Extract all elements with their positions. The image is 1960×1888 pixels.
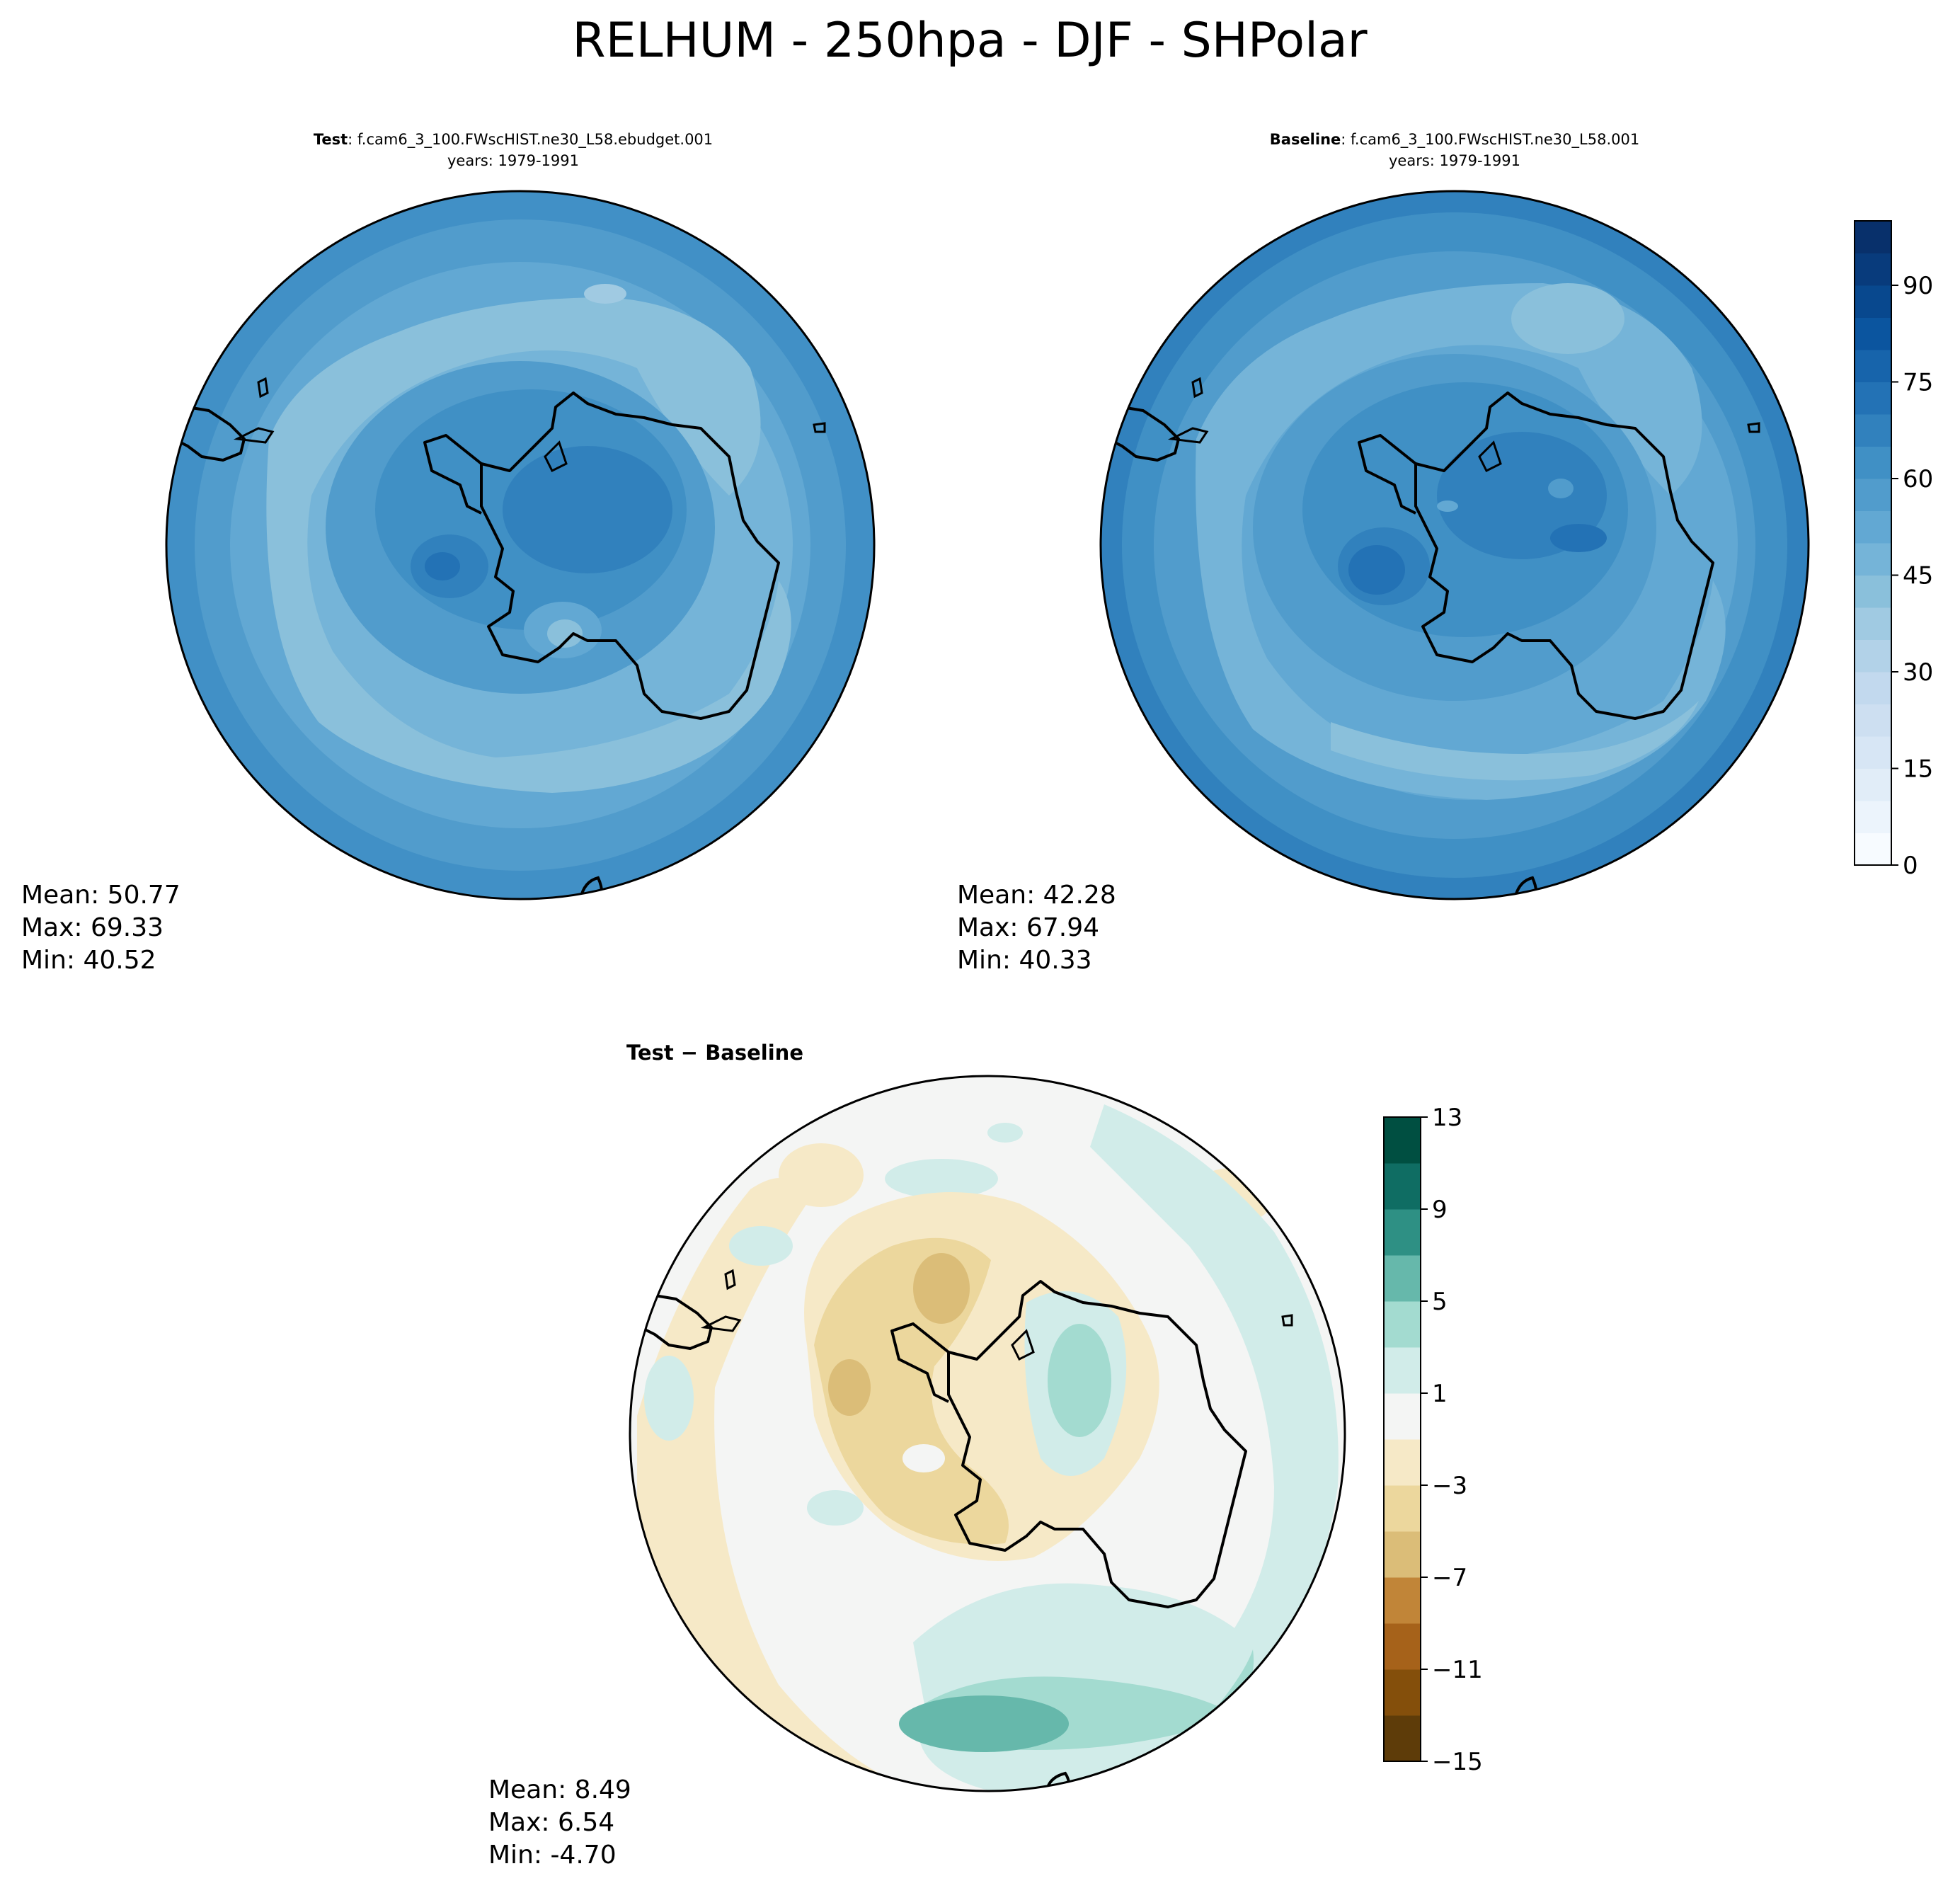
- colorbar-relhum-segment: [1855, 285, 1891, 318]
- colorbar-relhum: 0 15 30 45 60 75 90: [1854, 220, 1933, 880]
- colorbar-relhum-segment: [1855, 253, 1891, 286]
- panel-diff-mean: Mean: 8.49: [488, 1775, 631, 1804]
- panel-test: Test: f.cam6_3_100.FWscHIST.ne30_L58.ebu…: [21, 131, 876, 975]
- colorbar-diff-tick-label: −7: [1432, 1564, 1467, 1592]
- colorbar-diff-frame: [1383, 1116, 1421, 1762]
- colorbar-diff-segment: [1384, 1623, 1421, 1670]
- colorbar-relhum-tick-label: 45: [1903, 562, 1933, 590]
- colorbar-diff-tick-label: 13: [1432, 1104, 1462, 1132]
- map-diff-boundary: [629, 1075, 1346, 1792]
- colorbar-relhum-tick-label: 90: [1903, 272, 1933, 300]
- panel-test-mean: Mean: 50.77: [21, 881, 180, 910]
- colorbar-relhum-segment: [1855, 639, 1891, 673]
- map-test: [166, 191, 874, 899]
- colorbar-diff-tick-label: 9: [1432, 1196, 1448, 1224]
- colorbar-relhum-segment: [1855, 414, 1891, 447]
- figure-title: RELHUM - 250hpa - DJF - SHPolar: [572, 13, 1367, 69]
- map-test-boundary: [165, 190, 876, 900]
- panel-diff-max: Max: 6.54: [488, 1808, 614, 1837]
- panel-baseline-mean: Mean: 42.28: [957, 881, 1116, 910]
- colorbar-diff-tick-label: 1: [1432, 1380, 1448, 1408]
- panel-baseline-max: Max: 67.94: [957, 913, 1099, 942]
- colorbar-relhum-segment: [1855, 510, 1891, 544]
- colorbar-diff-tick-label: 5: [1432, 1288, 1448, 1316]
- colorbar-relhum-segment: [1855, 833, 1891, 866]
- colorbar-diff-segment: [1384, 1439, 1421, 1486]
- colorbar-diff-segment: [1384, 1393, 1421, 1440]
- panel-baseline-years: years: 1979-1991: [1389, 152, 1520, 169]
- colorbar-diff-segment: [1384, 1531, 1421, 1578]
- colorbar-relhum-segment: [1855, 736, 1891, 769]
- colorbar-diff-tick-label: −3: [1432, 1472, 1467, 1500]
- colorbar-relhum-segment: [1855, 382, 1891, 415]
- colorbar-diff-tick-label: −11: [1432, 1656, 1483, 1684]
- panel-baseline-title-rest: : f.cam6_3_100.FWscHIST.ne30_L58.001: [1341, 131, 1639, 149]
- colorbar-relhum-tick-label: 75: [1903, 369, 1933, 397]
- panel-baseline-min: Min: 40.33: [957, 946, 1092, 975]
- colorbar-relhum-segment: [1855, 479, 1891, 511]
- colorbar-diff-segment: [1384, 1255, 1421, 1302]
- colorbar-diff-segment: [1384, 1117, 1421, 1164]
- colorbar-relhum-segment: [1855, 446, 1891, 479]
- panel-baseline: Baseline: f.cam6_3_100.FWscHIST.ne30_L58…: [957, 131, 1810, 975]
- panel-test-years: years: 1979-1991: [447, 152, 579, 169]
- colorbar-diff-segment: [1384, 1209, 1421, 1256]
- panel-test-title-rest: : f.cam6_3_100.FWscHIST.ne30_L58.ebudget…: [348, 131, 713, 149]
- colorbar-relhum-segment: [1855, 317, 1891, 350]
- colorbar-relhum-segment: [1855, 672, 1891, 704]
- colorbar-diff-segment: [1384, 1669, 1421, 1716]
- colorbar-relhum-segment: [1855, 768, 1891, 801]
- colorbar-relhum-tick-label: 30: [1903, 658, 1933, 687]
- panel-diff: Test − Baseline: [488, 1041, 1346, 1870]
- colorbar-relhum-segment: [1855, 221, 1891, 253]
- colorbar-relhum-tick-label: 60: [1903, 465, 1933, 493]
- colorbar-relhum-frame: [1854, 220, 1892, 866]
- colorbar-diff-segment: [1384, 1577, 1421, 1624]
- panel-test-min: Min: 40.52: [21, 946, 156, 975]
- colorbar-relhum-segment: [1855, 350, 1891, 382]
- colorbar-relhum-segment: [1855, 801, 1891, 833]
- panel-baseline-title-bold: Baseline: [1270, 131, 1341, 148]
- colorbar-relhum-segment: [1855, 575, 1891, 608]
- colorbar-relhum-segment: [1855, 607, 1891, 640]
- colorbar-diff-segment: [1384, 1347, 1421, 1394]
- colorbar-diff-segment: [1384, 1163, 1421, 1210]
- panel-baseline-title: Baseline: f.cam6_3_100.FWscHIST.ne30_L58…: [1270, 131, 1639, 149]
- colorbar-relhum-tick-label: 15: [1903, 755, 1933, 784]
- panel-diff-min: Min: -4.70: [488, 1841, 617, 1870]
- panel-test-title-bold: Test: [314, 131, 348, 148]
- map-baseline: [1101, 191, 1809, 899]
- panel-test-title: Test: f.cam6_3_100.FWscHIST.ne30_L58.ebu…: [314, 131, 713, 149]
- colorbar-diff: −15 −11 −7 −3 1 5 9 13: [1383, 1104, 1483, 1776]
- map-baseline-boundary: [1099, 190, 1810, 900]
- colorbar-relhum-segment: [1855, 704, 1891, 737]
- colorbar-diff-segment: [1384, 1715, 1421, 1762]
- colorbar-diff-segment: [1384, 1301, 1421, 1348]
- colorbar-diff-segment: [1384, 1485, 1421, 1532]
- colorbar-relhum-segment: [1855, 543, 1891, 576]
- panel-test-max: Max: 69.33: [21, 913, 164, 942]
- panel-diff-title: Test − Baseline: [626, 1041, 803, 1065]
- colorbar-diff-tick-label: −15: [1432, 1748, 1483, 1776]
- colorbar-relhum-tick-label: 0: [1903, 852, 1918, 880]
- map-diff: [630, 1076, 1345, 1791]
